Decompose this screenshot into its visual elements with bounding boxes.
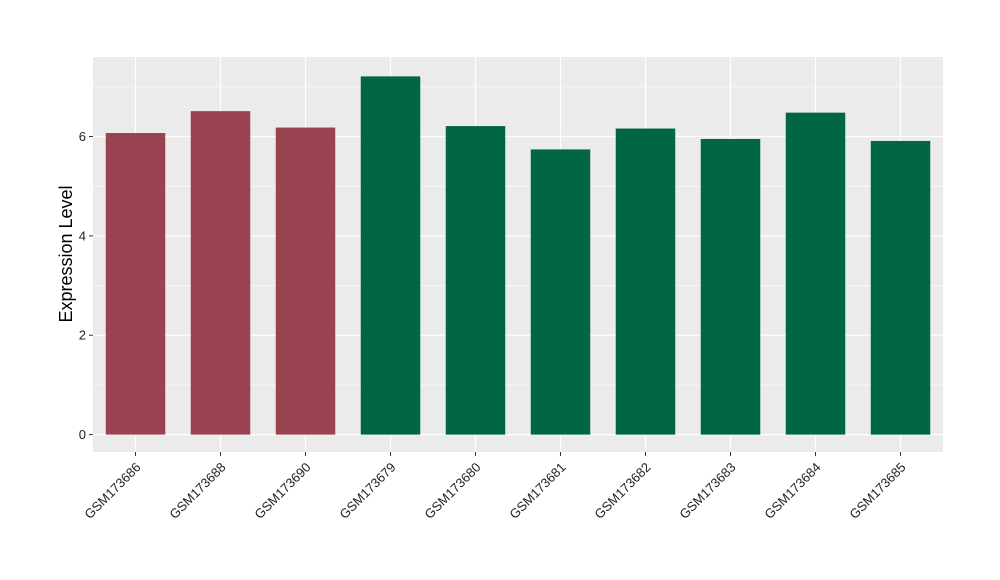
bar-GSM173690 (275, 127, 336, 435)
x-tick-label: GSM173679 (336, 460, 398, 522)
y-axis: 0 2 4 6 (79, 129, 93, 442)
x-tick-label: GSM173680 (421, 460, 483, 522)
bar-GSM173686 (105, 133, 166, 435)
x-tick-label: GSM173686 (81, 460, 143, 522)
bar-GSM173681 (530, 149, 591, 435)
y-tick-label: 6 (79, 129, 86, 144)
x-tick-label: GSM173688 (166, 460, 228, 522)
x-axis: GSM173686 GSM173688 GSM173690 GSM173679 GSM1… (81, 452, 909, 522)
bar-GSM173682 (615, 128, 676, 435)
bar-GSM173685 (870, 140, 931, 435)
y-tick-label: 0 (79, 427, 86, 442)
x-tick-label: GSM173681 (506, 460, 568, 522)
bar-GSM173684 (785, 112, 846, 435)
x-tick-label: GSM173682 (591, 460, 653, 522)
bars (105, 76, 931, 435)
bar-GSM173679 (360, 76, 421, 435)
y-tick-label: 2 (79, 328, 86, 343)
x-tick-label: GSM173690 (251, 460, 313, 522)
x-tick-label: GSM173685 (846, 460, 908, 522)
bar-GSM173680 (445, 126, 506, 435)
x-tick-label: GSM173684 (761, 460, 823, 522)
y-tick-label: 4 (79, 228, 86, 243)
x-tick-label: GSM173683 (676, 460, 738, 522)
bar-GSM173683 (700, 138, 761, 435)
bar-GSM173688 (190, 111, 251, 435)
y-axis-title: Expression Level (56, 185, 76, 322)
